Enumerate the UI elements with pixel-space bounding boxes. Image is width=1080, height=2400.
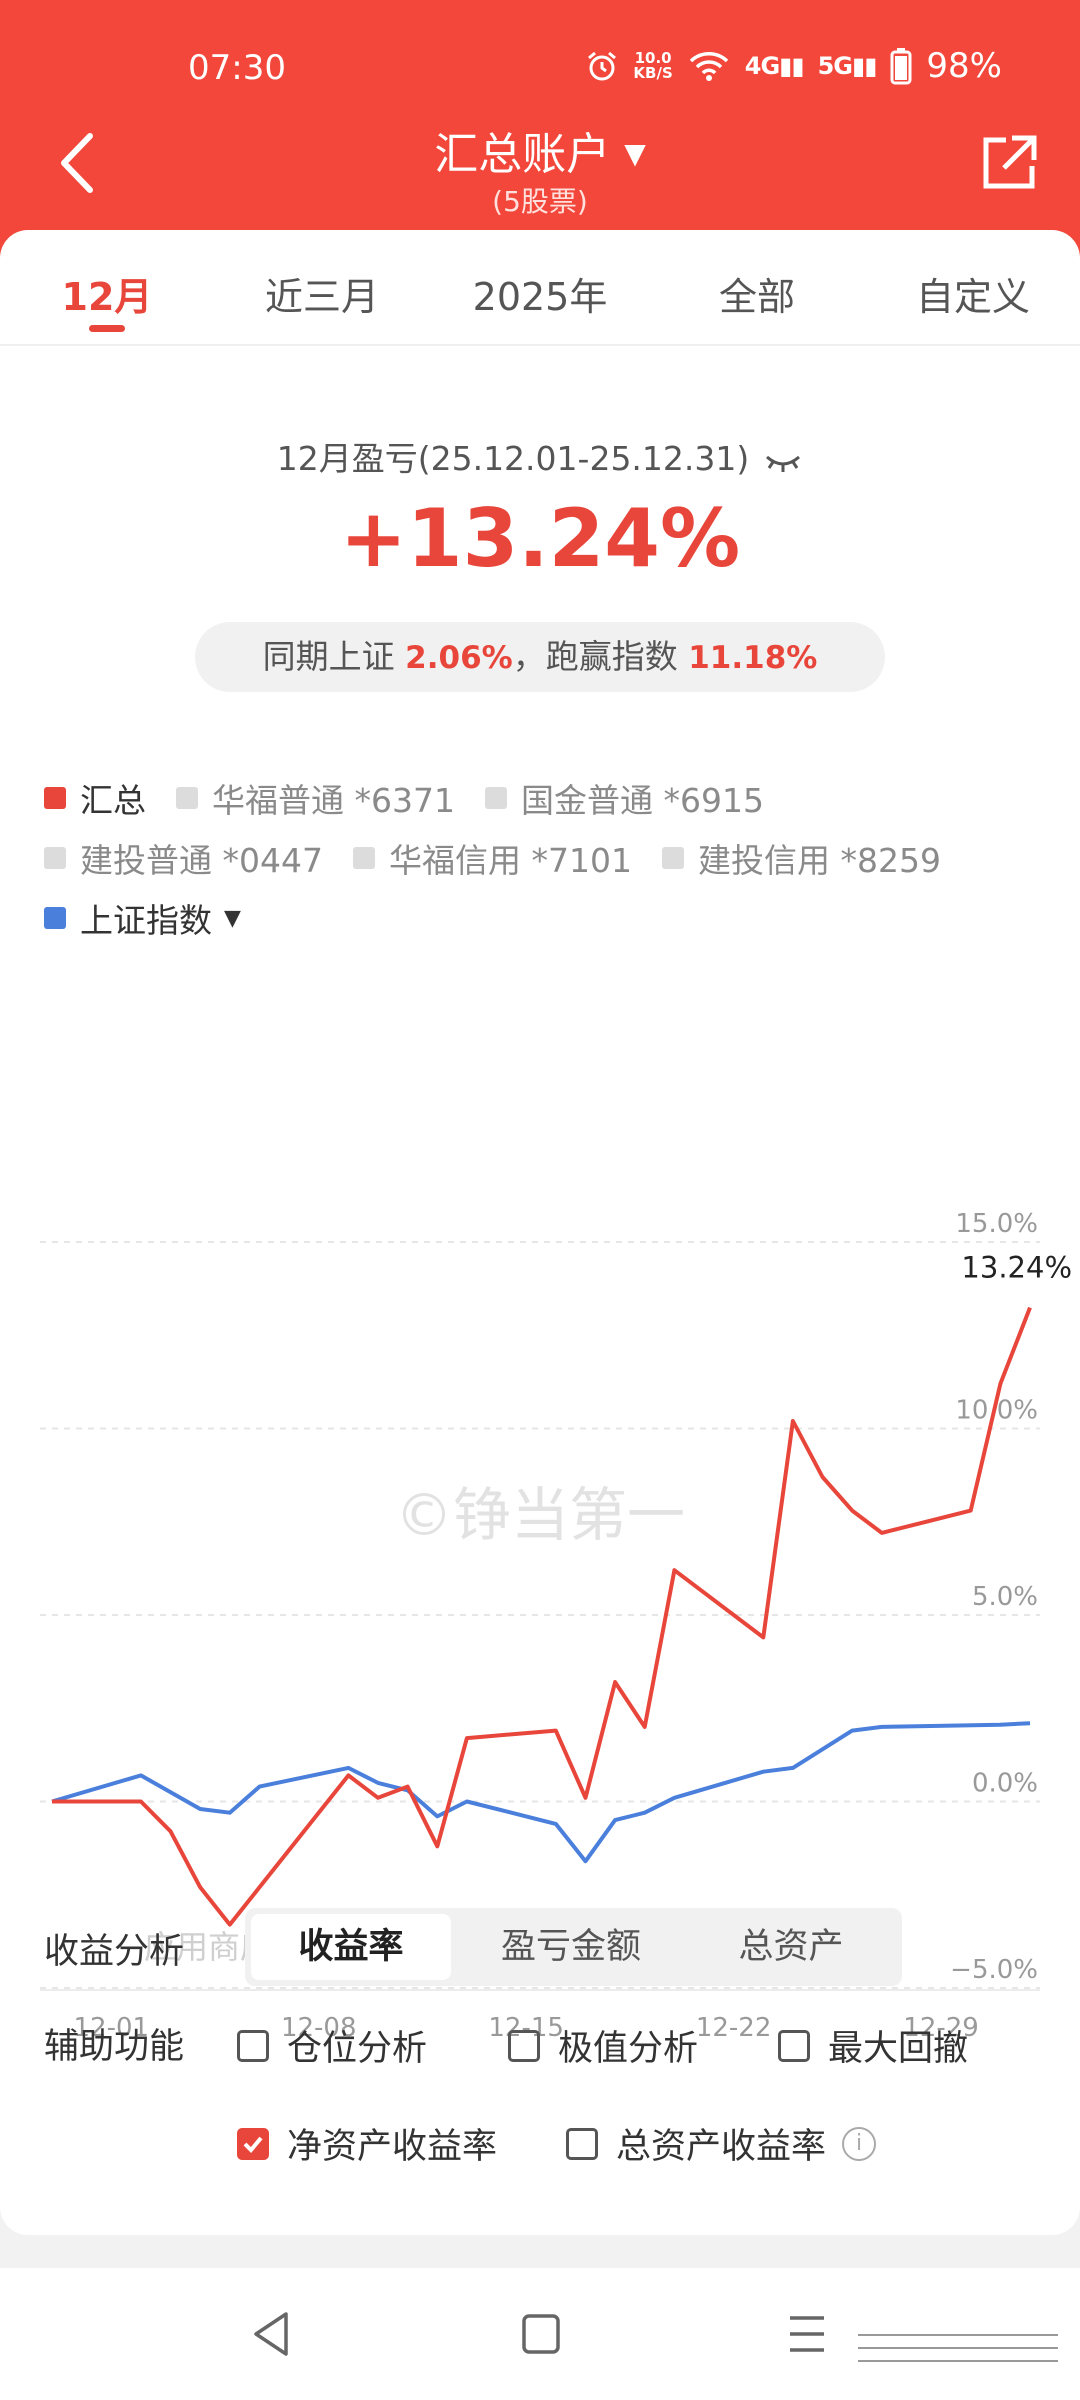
x-tick-label: 12-08 [281, 2013, 357, 2043]
checkbox-icon [508, 2029, 540, 2062]
y-tick-label: 15.0% [955, 1209, 1038, 1239]
legend-swatch-grey [44, 847, 66, 869]
system-nav-bar [0, 2268, 1080, 2400]
checkbox-roa[interactable]: 总资产收益率 i [566, 2118, 877, 2169]
checkbox-icon [778, 2029, 810, 2062]
legend-account-1[interactable]: 华福普通 *6371 [176, 774, 455, 822]
gesture-handle-icon [858, 2334, 1058, 2362]
legend-swatch-grey [484, 787, 507, 809]
period-tabs: 12月 近三月 2025年 全部 自定义 [0, 230, 1080, 346]
dropdown-arrow-icon: ▼ [224, 905, 241, 931]
back-icon[interactable] [52, 128, 104, 198]
checkbox-checked-icon [237, 2127, 269, 2160]
benchmark-pill: 同期上证 2.06%，跑赢指数 11.18% [195, 622, 885, 692]
legend-account-4[interactable]: 华福信用 *7101 [352, 834, 632, 882]
info-icon[interactable]: i [842, 2126, 877, 2161]
legend-account-3[interactable]: 建投普通 *0447 [44, 834, 323, 882]
legend-swatch-blue [44, 907, 66, 929]
legend-swatch-grey [352, 847, 375, 869]
account-subtitle: (5股票) [492, 185, 588, 218]
x-tick-label: 12-22 [696, 2013, 772, 2043]
nav-menu-icon[interactable] [786, 2310, 828, 2358]
signal-icon-2: 5G▮▮ [817, 52, 878, 80]
checkbox-max-drawdown[interactable]: 最大回撤 [778, 2020, 968, 2071]
battery-percent: 98% [926, 46, 1002, 86]
status-icons: 10.0 KB/S 4G▮▮ 5G▮▮ 98% [585, 46, 1002, 86]
pill-separator: ， [512, 637, 546, 676]
caret-down-icon: ▼ [624, 137, 646, 170]
tab-december[interactable]: 12月 [61, 275, 153, 319]
status-time: 07:30 [188, 48, 286, 88]
tab-year-2025[interactable]: 2025年 [472, 275, 608, 319]
checkbox-extreme-analysis[interactable]: 极值分析 [508, 2020, 698, 2071]
legend-summary[interactable]: 汇总 [44, 774, 146, 822]
legend-index[interactable]: 上证指数 ▼ [44, 894, 241, 942]
period-label: 12月盈亏(25.12.01-25.12.31) [0, 432, 1080, 480]
tab-custom[interactable]: 自定义 [915, 275, 1031, 319]
analysis-segmented-control: 收益率 盈亏金额 总资产 [245, 1908, 902, 1986]
return-chart[interactable]: 15.0% 10.0% 5.0% 0.0% −5.0% 12-01 12-08 12-15 12… [0, 960, 1080, 2070]
signal-icon-1: 4G▮▮ [744, 52, 805, 80]
header-bar: 07:30 10.0 KB/S 4G▮▮ 5G▮▮ 98% 汇总账户 ▼ (5股票) [0, 0, 1080, 270]
net-speed: 10.0 KB/S [633, 49, 673, 82]
end-value-label: 13.24% [961, 1251, 1072, 1285]
main-card: 12月 近三月 2025年 全部 自定义 12月盈亏(25.12.01-25.1… [0, 230, 1080, 2235]
legend-account-2[interactable]: 国金普通 *6915 [484, 774, 764, 822]
return-value: +13.24% [339, 492, 741, 585]
checkbox-icon [566, 2127, 598, 2160]
chart-svg: 15.0%10.0%5.0%0.0%−5.0%12-01 12-08 12-15 12… [40, 1209, 1072, 2043]
checkbox-position-analysis[interactable]: 仓位分析 [237, 2020, 427, 2071]
share-icon[interactable] [978, 132, 1040, 194]
analysis-label: 收益分析 [44, 1932, 185, 1972]
x-tick-label: 12-15 [488, 2013, 564, 2043]
y-tick-label: 5.0% [972, 1582, 1038, 1612]
legend-swatch-red [44, 787, 66, 809]
legend-swatch-grey [661, 847, 684, 869]
series-line-index [51, 1721, 1031, 1864]
legend-swatch-grey [176, 787, 198, 809]
excess-label: 跑赢指数 [545, 637, 678, 676]
seg-return-rate[interactable]: 收益率 [251, 1914, 451, 1980]
legend-account-5[interactable]: 建投信用 *8259 [661, 834, 941, 882]
aux-label: 辅助功能 [44, 2027, 185, 2067]
checkbox-icon [237, 2029, 269, 2062]
seg-total-assets[interactable]: 总资产 [738, 1927, 844, 1967]
tab-indicator [89, 325, 125, 332]
status-bar: 07:30 10.0 KB/S 4G▮▮ 5G▮▮ 98% [0, 40, 1080, 100]
account-title[interactable]: 汇总账户 ▼ [434, 129, 646, 180]
checkbox-roe[interactable]: 净资产收益率 [237, 2118, 497, 2169]
x-tick-label: 12-01 [73, 2013, 149, 2043]
nav-back-icon[interactable] [250, 2310, 292, 2358]
eye-closed-icon[interactable] [763, 449, 803, 473]
benchmark-value: 2.06% [405, 640, 513, 676]
wifi-icon [689, 52, 728, 81]
y-tick-label: −5.0% [950, 1955, 1038, 1985]
seg-profit-amount[interactable]: 盈亏金额 [500, 1927, 641, 1967]
y-tick-label: 0.0% [972, 1769, 1038, 1799]
battery-icon [890, 48, 912, 85]
series-line-summary [52, 1306, 1032, 1927]
nav-home-icon[interactable] [520, 2310, 562, 2358]
watermark-text: ©铮当第一 [395, 1481, 685, 1549]
chart-legend: 汇总 华福普通 *6371 国金普通 *6915 建投普通 *0447 华福信用… [44, 768, 1054, 948]
benchmark-label: 同期上证 [262, 637, 395, 676]
x-tick-label: 12-29 [903, 2013, 979, 2043]
tab-all[interactable]: 全部 [718, 275, 796, 319]
alarm-icon [588, 51, 617, 81]
excess-value: 11.18% [688, 640, 818, 676]
tab-three-months[interactable]: 近三月 [264, 275, 380, 319]
